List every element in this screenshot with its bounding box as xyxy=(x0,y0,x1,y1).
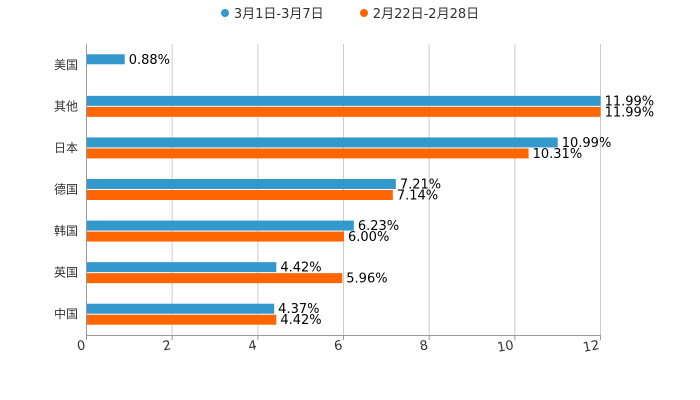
data-label-s1-c2: 10.99% xyxy=(562,136,612,151)
data-label-s2-c1: 11.99% xyxy=(605,105,655,120)
category-label-2: 日本 xyxy=(54,141,78,155)
legend-item-series-2[interactable]: 2月22日-2月28日 xyxy=(359,3,480,22)
bar-s1-c3 xyxy=(87,179,396,189)
data-label-s1-c4: 6.23% xyxy=(358,219,399,234)
bar-s2-c2 xyxy=(87,148,529,159)
data-label-s2-c5: 5.96% xyxy=(346,272,387,287)
data-label-s1-c0: 0.88% xyxy=(129,53,170,68)
x-tick-label-1: 2 xyxy=(162,338,173,354)
x-tick-label-6: 12 xyxy=(582,338,601,356)
category-label-0: 美国 xyxy=(54,58,78,72)
category-label-5: 英国 xyxy=(54,266,78,280)
bar-s2-c4 xyxy=(87,231,344,242)
x-tick-label-2: 4 xyxy=(247,338,258,354)
legend: 3月1日-3月7日 2月22日-2月28日 xyxy=(0,3,700,22)
data-label-s1-c5: 4.42% xyxy=(280,261,321,276)
bar-s1-c4 xyxy=(87,220,354,231)
legend-label-series-1: 3月1日-3月7日 xyxy=(233,7,324,22)
bar-s2-c1 xyxy=(87,106,601,117)
legend-item-series-1[interactable]: 3月1日-3月7日 xyxy=(220,3,324,22)
bar-s1-c5 xyxy=(87,262,277,273)
data-label-s2-c4: 6.00% xyxy=(348,230,389,245)
data-label-s2-c2: 10.31% xyxy=(533,147,583,162)
legend-marker-series-2 xyxy=(359,9,368,17)
x-tick-label-4: 8 xyxy=(419,338,430,354)
x-tick-label-5: 10 xyxy=(496,338,515,356)
bar-s1-c2 xyxy=(87,137,558,148)
category-label-3: 德国 xyxy=(54,182,78,197)
bar-s2-c3 xyxy=(87,190,393,200)
bar-s2-c5 xyxy=(87,273,343,284)
legend-label-series-2: 2月22日-2月28日 xyxy=(372,7,480,22)
legend-marker-series-1 xyxy=(220,9,229,17)
data-label-s2-c3: 7.14% xyxy=(397,189,438,204)
bar-s1-c0 xyxy=(87,54,125,65)
category-label-1: 其他 xyxy=(54,99,78,113)
bar-s2-c6 xyxy=(87,314,277,325)
data-label-s1-c1: 11.99% xyxy=(605,94,655,109)
data-label-s1-c6: 4.37% xyxy=(278,302,319,317)
data-label-s1-c3: 7.21% xyxy=(400,178,441,193)
data-label-s2-c6: 4.42% xyxy=(280,313,321,328)
bar-s1-c1 xyxy=(87,95,601,106)
x-tick-label-0: 0 xyxy=(76,338,87,354)
x-tick-label-3: 6 xyxy=(333,338,344,354)
bar-s1-c6 xyxy=(87,303,275,314)
category-label-6: 中国 xyxy=(54,306,78,321)
category-label-4: 韩国 xyxy=(54,223,78,238)
